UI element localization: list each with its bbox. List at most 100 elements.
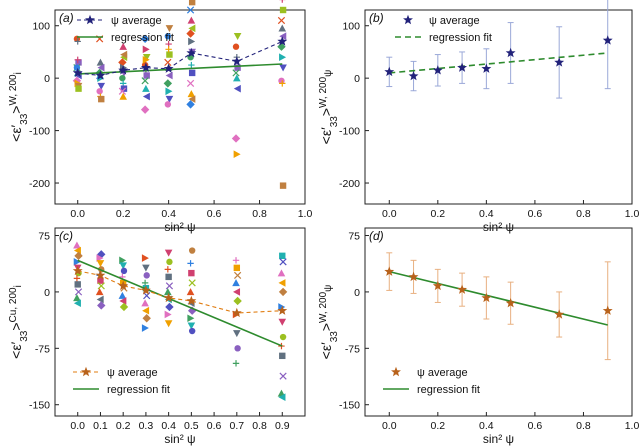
data-point	[278, 24, 287, 32]
data-point	[118, 87, 127, 95]
average-star	[140, 285, 151, 295]
data-point	[142, 56, 150, 64]
data-point	[279, 252, 286, 260]
data-point	[165, 302, 174, 312]
data-point	[141, 299, 149, 307]
y-tick-label: -150	[29, 400, 50, 412]
x-tick-label: 0.4	[161, 208, 176, 220]
y-axis-label-part: 33	[19, 330, 30, 342]
average-star	[163, 63, 174, 73]
data-point	[96, 58, 105, 66]
legend-label-average: ψ average	[417, 367, 468, 379]
y-tick-label: 0	[44, 287, 50, 299]
y-tick-label: 75	[348, 231, 360, 243]
data-point	[95, 288, 104, 296]
average-star	[481, 63, 492, 73]
data-point	[164, 58, 172, 67]
average-star	[384, 66, 395, 77]
y-tick-label: -200	[29, 178, 50, 190]
data-point	[279, 0, 286, 3]
x-tick-label: 0.0	[382, 420, 397, 432]
data-point	[188, 95, 196, 103]
y-tick-label: 100	[342, 21, 360, 33]
data-point	[73, 299, 81, 307]
data-point	[140, 34, 150, 44]
x-tick-label: 0.3	[139, 420, 154, 432]
legend-star	[85, 14, 95, 25]
data-point	[233, 271, 242, 280]
data-point	[143, 72, 150, 79]
data-point	[187, 90, 196, 98]
data-point	[166, 51, 173, 58]
data-point	[277, 16, 286, 25]
data-point	[120, 267, 128, 275]
data-point	[97, 277, 104, 284]
data-point	[165, 95, 174, 103]
average-star	[118, 280, 129, 291]
average-star	[163, 292, 174, 303]
data-point	[278, 318, 287, 326]
data-point	[141, 324, 149, 332]
data-point	[73, 64, 81, 71]
data-point	[98, 95, 105, 103]
x-tick-label: 0.4	[161, 420, 176, 432]
data-point	[187, 16, 196, 24]
x-tick-label: 0.2	[431, 208, 446, 220]
data-point	[186, 100, 195, 109]
data-point	[279, 64, 287, 72]
data-point	[233, 84, 241, 93]
data-point	[279, 333, 287, 341]
x-axis-label: sin² ψ	[164, 220, 195, 234]
x-tick-label: 1.0	[625, 420, 640, 432]
average-star	[457, 284, 468, 294]
x-tick-label: 0.0	[70, 208, 85, 220]
data-point	[164, 288, 172, 296]
data-point	[119, 74, 126, 82]
legend-label-regression: regression fit	[111, 32, 174, 44]
y-axis-label-part: >	[318, 323, 334, 331]
data-point	[163, 79, 173, 88]
x-tick-label: 0.6	[528, 420, 543, 432]
y-tick-label: -75	[345, 343, 360, 355]
data-point	[233, 330, 241, 338]
data-point	[186, 29, 195, 38]
average-star	[95, 70, 106, 80]
data-point	[165, 273, 172, 281]
average-star	[231, 56, 242, 66]
x-tick-label: 0.2	[431, 420, 446, 432]
data-point	[188, 247, 196, 254]
data-point	[186, 288, 195, 296]
x-tick-label: 0.0	[70, 420, 85, 432]
x-tick-label: 0.6	[207, 208, 222, 220]
y-axis-label: <ε′33>W, 200ψ	[318, 285, 340, 360]
data-point	[97, 301, 106, 310]
regression-line	[389, 52, 608, 74]
average-star	[231, 307, 242, 318]
data-point	[118, 291, 127, 299]
plot-frame	[364, 227, 633, 417]
y-axis-label-part: <ε′	[8, 124, 24, 141]
data-point	[188, 327, 196, 335]
data-point	[120, 85, 128, 92]
x-tick-label: 0.7	[230, 420, 245, 432]
legend-star	[403, 14, 413, 25]
average-star	[277, 36, 288, 46]
data-point	[142, 314, 151, 323]
x-tick-label: 0.5	[184, 420, 199, 432]
legend-label-average: ψ average	[429, 15, 480, 27]
y-axis-label-part: >	[8, 106, 24, 114]
y-axis-label-part: >	[8, 322, 24, 330]
y-tick-label: 0	[354, 73, 360, 85]
data-point	[188, 37, 196, 46]
plot-frame	[54, 227, 306, 417]
data-point	[188, 279, 196, 287]
average-star	[554, 57, 565, 67]
y-axis-label-part: 33	[329, 116, 340, 128]
y-axis-label-part: W, 200	[318, 76, 329, 108]
average-star	[95, 270, 106, 280]
data-point	[74, 56, 81, 64]
data-point	[142, 264, 150, 272]
average-star	[602, 35, 613, 45]
plot-frame	[54, 9, 306, 205]
y-axis-label-part: ψ	[323, 285, 334, 292]
